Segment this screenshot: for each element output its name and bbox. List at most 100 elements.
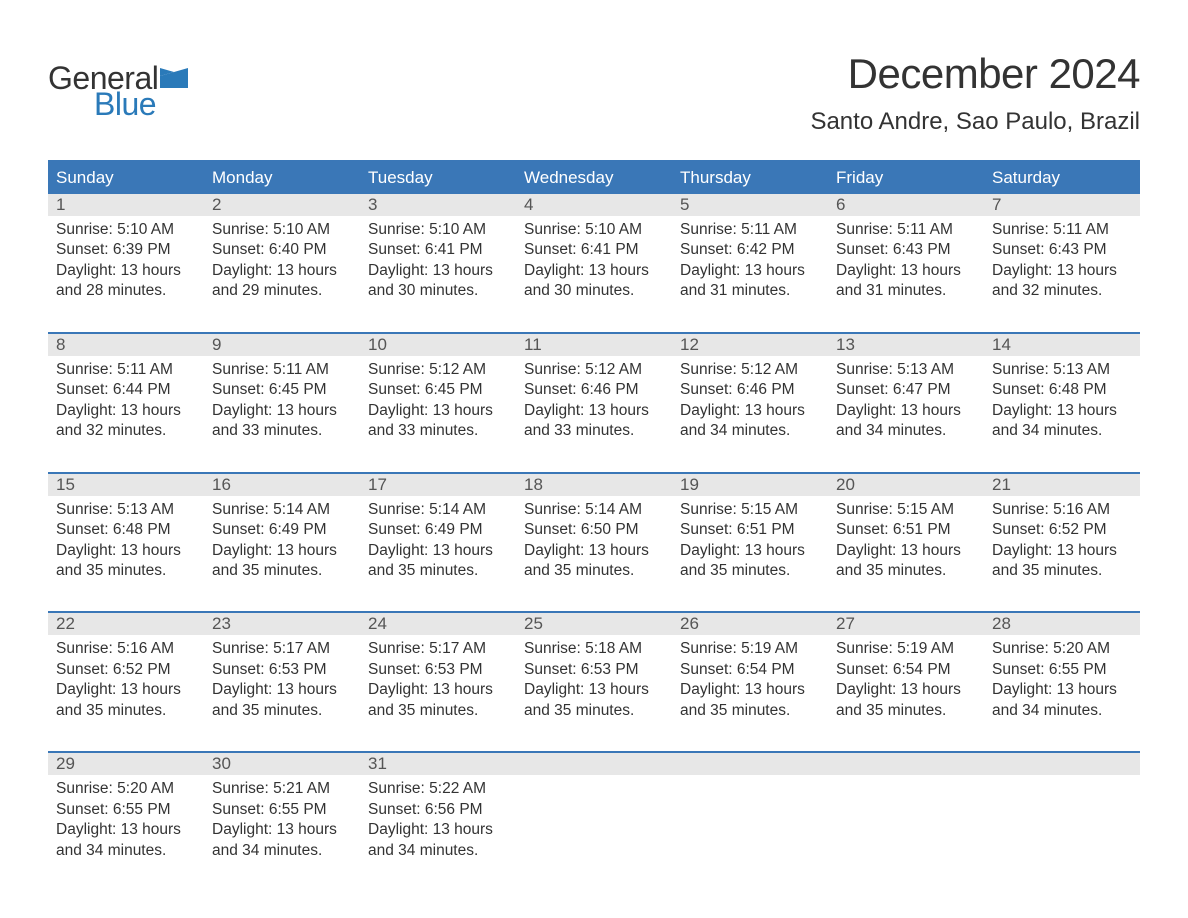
calendar-day: . — [516, 753, 672, 891]
day-number: 15 — [48, 474, 204, 496]
sunrise-line: Sunrise: 5:11 AM — [836, 220, 978, 240]
sunrise-line: Sunrise: 5:13 AM — [56, 500, 198, 520]
calendar-day: 11Sunrise: 5:12 AMSunset: 6:46 PMDayligh… — [516, 334, 672, 472]
daylight-line: Daylight: 13 hours and 35 minutes. — [56, 680, 198, 721]
day-details: Sunrise: 5:16 AMSunset: 6:52 PMDaylight:… — [48, 635, 204, 721]
sunrise-line: Sunrise: 5:20 AM — [992, 639, 1134, 659]
sunrise-line: Sunrise: 5:10 AM — [368, 220, 510, 240]
day-number: 14 — [984, 334, 1140, 356]
weekday-header: Tuesday — [360, 162, 516, 194]
daylight-line: Daylight: 13 hours and 35 minutes. — [524, 541, 666, 582]
daylight-line: Daylight: 13 hours and 35 minutes. — [680, 541, 822, 582]
calendar-day: 10Sunrise: 5:12 AMSunset: 6:45 PMDayligh… — [360, 334, 516, 472]
day-number: 2 — [204, 194, 360, 216]
day-number: 23 — [204, 613, 360, 635]
daylight-line: Daylight: 13 hours and 35 minutes. — [836, 680, 978, 721]
day-number: 31 — [360, 753, 516, 775]
day-number: 30 — [204, 753, 360, 775]
calendar-day: 12Sunrise: 5:12 AMSunset: 6:46 PMDayligh… — [672, 334, 828, 472]
daylight-line: Daylight: 13 hours and 34 minutes. — [836, 401, 978, 442]
sunrise-line: Sunrise: 5:20 AM — [56, 779, 198, 799]
sunrise-line: Sunrise: 5:14 AM — [524, 500, 666, 520]
sunset-line: Sunset: 6:50 PM — [524, 520, 666, 540]
sunset-line: Sunset: 6:53 PM — [368, 660, 510, 680]
calendar-day: 25Sunrise: 5:18 AMSunset: 6:53 PMDayligh… — [516, 613, 672, 751]
day-number: 16 — [204, 474, 360, 496]
sunset-line: Sunset: 6:41 PM — [368, 240, 510, 260]
calendar-day: 28Sunrise: 5:20 AMSunset: 6:55 PMDayligh… — [984, 613, 1140, 751]
weekday-header-row: Sunday Monday Tuesday Wednesday Thursday… — [48, 160, 1140, 194]
daylight-line: Daylight: 13 hours and 35 minutes. — [56, 541, 198, 582]
daylight-line: Daylight: 13 hours and 34 minutes. — [680, 401, 822, 442]
daylight-line: Daylight: 13 hours and 31 minutes. — [836, 261, 978, 302]
sunrise-line: Sunrise: 5:13 AM — [992, 360, 1134, 380]
day-details: Sunrise: 5:13 AMSunset: 6:48 PMDaylight:… — [48, 496, 204, 582]
sunset-line: Sunset: 6:52 PM — [992, 520, 1134, 540]
calendar-day: . — [828, 753, 984, 891]
daylight-line: Daylight: 13 hours and 31 minutes. — [680, 261, 822, 302]
calendar-day: 20Sunrise: 5:15 AMSunset: 6:51 PMDayligh… — [828, 474, 984, 612]
sunset-line: Sunset: 6:45 PM — [212, 380, 354, 400]
header: General Blue December 2024 Santo Andre, … — [48, 50, 1140, 136]
day-details: Sunrise: 5:19 AMSunset: 6:54 PMDaylight:… — [828, 635, 984, 721]
calendar-day: 13Sunrise: 5:13 AMSunset: 6:47 PMDayligh… — [828, 334, 984, 472]
day-details: Sunrise: 5:10 AMSunset: 6:39 PMDaylight:… — [48, 216, 204, 302]
day-details: Sunrise: 5:21 AMSunset: 6:55 PMDaylight:… — [204, 775, 360, 861]
day-number: 19 — [672, 474, 828, 496]
day-number: 28 — [984, 613, 1140, 635]
daylight-line: Daylight: 13 hours and 34 minutes. — [992, 680, 1134, 721]
daylight-line: Daylight: 13 hours and 35 minutes. — [212, 680, 354, 721]
day-number: 8 — [48, 334, 204, 356]
sunset-line: Sunset: 6:49 PM — [212, 520, 354, 540]
weekday-header: Thursday — [672, 162, 828, 194]
sunset-line: Sunset: 6:39 PM — [56, 240, 198, 260]
logo-text-blue: Blue — [94, 88, 188, 120]
daylight-line: Daylight: 13 hours and 32 minutes. — [992, 261, 1134, 302]
sunset-line: Sunset: 6:40 PM — [212, 240, 354, 260]
day-details: Sunrise: 5:12 AMSunset: 6:45 PMDaylight:… — [360, 356, 516, 442]
calendar-day: 2 Sunrise: 5:10 AMSunset: 6:40 PMDaylight… — [204, 194, 360, 332]
sunrise-line: Sunrise: 5:12 AM — [368, 360, 510, 380]
sunset-line: Sunset: 6:42 PM — [680, 240, 822, 260]
calendar-day: 24Sunrise: 5:17 AMSunset: 6:53 PMDayligh… — [360, 613, 516, 751]
sunrise-line: Sunrise: 5:16 AM — [992, 500, 1134, 520]
day-details: Sunrise: 5:12 AMSunset: 6:46 PMDaylight:… — [516, 356, 672, 442]
calendar-day: 19Sunrise: 5:15 AMSunset: 6:51 PMDayligh… — [672, 474, 828, 612]
calendar-day: 22Sunrise: 5:16 AMSunset: 6:52 PMDayligh… — [48, 613, 204, 751]
sunset-line: Sunset: 6:48 PM — [56, 520, 198, 540]
day-details: Sunrise: 5:10 AMSunset: 6:41 PMDaylight:… — [360, 216, 516, 302]
day-details: Sunrise: 5:18 AMSunset: 6:53 PMDaylight:… — [516, 635, 672, 721]
sunrise-line: Sunrise: 5:10 AM — [212, 220, 354, 240]
daylight-line: Daylight: 13 hours and 29 minutes. — [212, 261, 354, 302]
day-number: 17 — [360, 474, 516, 496]
day-details: Sunrise: 5:13 AMSunset: 6:47 PMDaylight:… — [828, 356, 984, 442]
sunset-line: Sunset: 6:52 PM — [56, 660, 198, 680]
sunset-line: Sunset: 6:53 PM — [524, 660, 666, 680]
sunset-line: Sunset: 6:45 PM — [368, 380, 510, 400]
flag-icon — [160, 68, 188, 88]
calendar-week: 15Sunrise: 5:13 AMSunset: 6:48 PMDayligh… — [48, 472, 1140, 612]
day-number: 4 — [516, 194, 672, 216]
sunset-line: Sunset: 6:48 PM — [992, 380, 1134, 400]
sunrise-line: Sunrise: 5:16 AM — [56, 639, 198, 659]
daylight-line: Daylight: 13 hours and 35 minutes. — [680, 680, 822, 721]
day-number: 22 — [48, 613, 204, 635]
calendar-day: . — [984, 753, 1140, 891]
daylight-line: Daylight: 13 hours and 35 minutes. — [836, 541, 978, 582]
daylight-line: Daylight: 13 hours and 34 minutes. — [992, 401, 1134, 442]
sunrise-line: Sunrise: 5:10 AM — [56, 220, 198, 240]
sunset-line: Sunset: 6:54 PM — [680, 660, 822, 680]
day-number: 25 — [516, 613, 672, 635]
day-details: Sunrise: 5:17 AMSunset: 6:53 PMDaylight:… — [360, 635, 516, 721]
day-number: 11 — [516, 334, 672, 356]
calendar-day: 16Sunrise: 5:14 AMSunset: 6:49 PMDayligh… — [204, 474, 360, 612]
day-details: Sunrise: 5:10 AMSunset: 6:41 PMDaylight:… — [516, 216, 672, 302]
day-number: 7 — [984, 194, 1140, 216]
calendar-day: 9Sunrise: 5:11 AMSunset: 6:45 PMDaylight… — [204, 334, 360, 472]
weekday-header: Monday — [204, 162, 360, 194]
day-number: 1 — [48, 194, 204, 216]
calendar-day: 14 Sunrise: 5:13 AMSunset: 6:48 PMDayligh… — [984, 334, 1140, 472]
weekday-header: Friday — [828, 162, 984, 194]
calendar-day: 18Sunrise: 5:14 AMSunset: 6:50 PMDayligh… — [516, 474, 672, 612]
day-number: 24 — [360, 613, 516, 635]
